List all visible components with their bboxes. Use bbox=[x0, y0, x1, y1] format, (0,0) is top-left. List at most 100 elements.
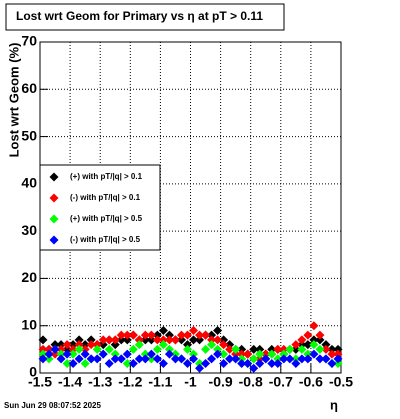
data-point bbox=[170, 349, 180, 359]
data-point bbox=[315, 354, 325, 364]
data-point bbox=[38, 349, 48, 359]
data-point bbox=[38, 354, 48, 364]
data-point bbox=[219, 340, 229, 350]
data-point bbox=[315, 330, 325, 340]
data-point bbox=[297, 335, 307, 345]
data-point bbox=[309, 349, 319, 359]
data-point bbox=[327, 359, 337, 369]
chart-title: Lost wrt Geom for Primary vs η at pT > 0… bbox=[16, 9, 263, 23]
data-point bbox=[56, 354, 66, 364]
data-point bbox=[279, 344, 289, 354]
data-point bbox=[267, 349, 277, 359]
data-point bbox=[303, 340, 313, 350]
data-point bbox=[231, 344, 241, 354]
data-point bbox=[261, 354, 271, 364]
x-tick-label: -0.8 bbox=[239, 374, 263, 390]
data-point bbox=[68, 349, 78, 359]
data-point bbox=[62, 349, 72, 359]
x-tick-label: -0.6 bbox=[299, 374, 323, 390]
y-tick-label: 70 bbox=[21, 33, 37, 49]
data-point bbox=[68, 359, 78, 369]
data-point bbox=[297, 340, 307, 350]
legend-box bbox=[39, 164, 161, 251]
data-point bbox=[74, 344, 84, 354]
data-point bbox=[44, 349, 54, 359]
data-point bbox=[213, 325, 223, 335]
data-point bbox=[297, 344, 307, 354]
data-point bbox=[146, 349, 156, 359]
data-point bbox=[140, 330, 150, 340]
data-point bbox=[152, 330, 162, 340]
data-point bbox=[231, 354, 241, 364]
data-point bbox=[285, 354, 295, 364]
data-point bbox=[128, 330, 138, 340]
data-point bbox=[333, 344, 343, 354]
data-point bbox=[116, 354, 126, 364]
data-point bbox=[213, 349, 223, 359]
data-point bbox=[303, 354, 313, 364]
data-point bbox=[146, 330, 156, 340]
data-point bbox=[219, 359, 229, 369]
data-point bbox=[98, 335, 108, 345]
data-point bbox=[92, 354, 102, 364]
data-point bbox=[237, 359, 247, 369]
data-point bbox=[134, 354, 144, 364]
y-tick-label: 20 bbox=[21, 269, 37, 285]
data-point bbox=[128, 344, 138, 354]
footer-date: Sun Jun 29 08:07:52 2025 bbox=[4, 401, 101, 410]
data-point bbox=[249, 363, 259, 373]
data-point bbox=[62, 359, 72, 369]
data-point bbox=[68, 344, 78, 354]
data-point bbox=[207, 335, 217, 345]
data-point bbox=[164, 349, 174, 359]
data-point bbox=[207, 330, 217, 340]
data-point bbox=[56, 344, 66, 354]
legend-marker bbox=[49, 193, 59, 203]
data-point bbox=[146, 335, 156, 345]
data-point bbox=[44, 344, 54, 354]
data-point bbox=[134, 335, 144, 345]
data-point bbox=[213, 335, 223, 345]
legend-label: (-) with pT/|q| > 0.5 bbox=[70, 235, 141, 244]
data-point bbox=[170, 335, 180, 345]
data-point bbox=[164, 344, 174, 354]
data-point bbox=[182, 359, 192, 369]
data-point bbox=[122, 359, 132, 369]
data-point bbox=[56, 349, 66, 359]
data-point bbox=[98, 340, 108, 350]
data-point bbox=[291, 340, 301, 350]
data-point bbox=[249, 354, 259, 364]
data-point bbox=[110, 340, 120, 350]
data-point bbox=[297, 354, 307, 364]
data-point bbox=[195, 330, 205, 340]
data-point bbox=[315, 335, 325, 345]
data-point bbox=[291, 354, 301, 364]
data-point bbox=[273, 359, 283, 369]
data-point bbox=[104, 359, 114, 369]
y-tick-label: 30 bbox=[21, 222, 37, 238]
x-tick-label: -1.5 bbox=[28, 374, 52, 390]
data-point bbox=[44, 354, 54, 364]
data-point bbox=[98, 349, 108, 359]
data-point bbox=[207, 354, 217, 364]
data-point bbox=[80, 344, 90, 354]
data-point bbox=[333, 359, 343, 369]
data-point bbox=[110, 335, 120, 345]
data-point bbox=[237, 344, 247, 354]
data-point bbox=[207, 340, 217, 350]
data-point bbox=[201, 344, 211, 354]
title-box bbox=[5, 3, 285, 31]
data-point bbox=[309, 321, 319, 331]
data-point bbox=[86, 354, 96, 364]
data-point bbox=[321, 354, 331, 364]
data-point bbox=[237, 354, 247, 364]
data-point bbox=[176, 335, 186, 345]
data-point bbox=[80, 349, 90, 359]
data-point bbox=[50, 344, 60, 354]
data-point bbox=[38, 335, 48, 345]
data-point bbox=[267, 344, 277, 354]
data-point bbox=[158, 340, 168, 350]
y-tick-label: 40 bbox=[21, 175, 37, 191]
x-tick-label: -1.2 bbox=[118, 374, 142, 390]
